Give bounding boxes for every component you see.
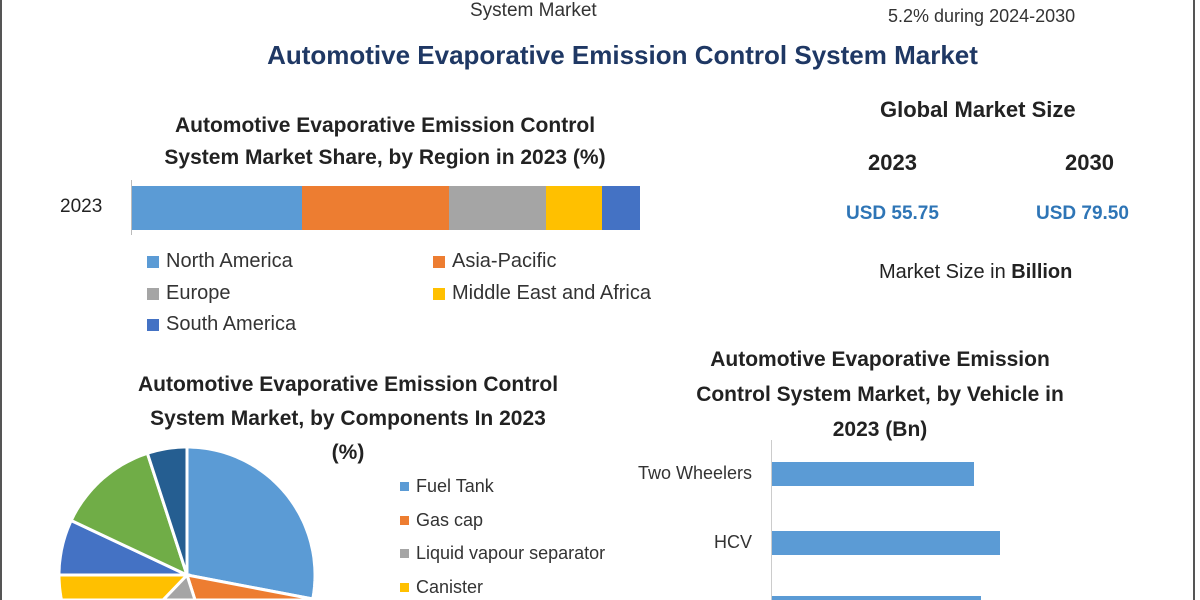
unit-prefix: Market Size in xyxy=(879,261,1012,283)
components-chart-title: Automotive Evaporative Emission Control … xyxy=(88,368,608,470)
legend-label: Asia-Pacific xyxy=(452,250,557,272)
legend-swatch xyxy=(147,318,159,331)
top-subtitle-left: System Market xyxy=(470,0,597,21)
region-axis xyxy=(131,180,132,235)
components-legend-item: Canister xyxy=(400,577,483,598)
legend-label: Fuel Tank xyxy=(416,476,494,496)
pie-slice-segment-6 xyxy=(145,445,189,576)
region-segment-south-america xyxy=(601,186,640,230)
region-segment-middle-east-and-africa xyxy=(546,186,602,230)
vehicle-chart-title: Automotive Evaporative Emission Control … xyxy=(640,342,1120,447)
region-legend-item: Europe xyxy=(147,282,231,305)
vehicle-bar xyxy=(772,531,1000,555)
region-title-line1: Automotive Evaporative Emission Control xyxy=(174,114,596,137)
legend-swatch xyxy=(400,482,409,491)
year-2023-label: 2023 xyxy=(868,150,917,175)
vehicle-bar xyxy=(772,462,974,486)
legend-label: North America xyxy=(166,250,293,272)
pie-slice-fuel-tank xyxy=(185,445,317,600)
region-legend-item: Asia-Pacific xyxy=(433,250,556,273)
market-size-title: Global Market Size xyxy=(880,97,1076,122)
vehicle-title-line2: Control System Market, by Vehicle in xyxy=(696,383,1064,406)
components-legend-item: Liquid vapour separator xyxy=(400,543,605,564)
pie-slice-gas-cap xyxy=(184,573,316,600)
components-pie-chart xyxy=(57,445,317,600)
vehicle-title-line1: Automotive Evaporative Emission xyxy=(710,348,1050,371)
region-legend-item: Middle East and Africa xyxy=(433,282,651,305)
components-legend-item: Gas cap xyxy=(400,510,483,531)
legend-label: South America xyxy=(166,313,297,335)
legend-swatch xyxy=(433,287,445,300)
legend-swatch xyxy=(147,255,159,268)
market-value-2030: USD 79.50 xyxy=(1036,203,1129,224)
pie-slice-segment-5 xyxy=(69,451,190,578)
market-value-2023: USD 55.75 xyxy=(846,203,939,224)
region-legend-item: North America xyxy=(147,250,293,273)
vehicle-axis xyxy=(771,440,772,600)
legend-swatch xyxy=(400,549,409,558)
region-title-line2: System Market Share, by Region in 2023 (… xyxy=(164,146,606,169)
legend-label: Middle East and Africa xyxy=(452,282,651,304)
components-title-line1: Automotive Evaporative Emission Control xyxy=(137,373,559,396)
region-segment-europe xyxy=(449,186,546,230)
legend-label: Gas cap xyxy=(416,509,484,530)
components-title-line3: (%) xyxy=(331,441,365,464)
vehicle-category-label: HCV xyxy=(713,532,752,552)
page-title: Automotive Evaporative Emission Control … xyxy=(267,40,978,70)
components-legend-item: Fuel Tank xyxy=(400,476,494,497)
pie-slice-canister xyxy=(57,573,191,600)
region-chart-title: Automotive Evaporative Emission Control … xyxy=(110,110,660,174)
year-2030-label: 2030 xyxy=(1065,150,1114,175)
region-legend-item: South America xyxy=(147,313,296,336)
unit-bold: Billion xyxy=(1011,261,1073,283)
vehicle-bar xyxy=(772,596,981,600)
vehicle-category-label: Two Wheelers xyxy=(637,463,752,483)
components-title-line2: System Market, by Components In 2023 xyxy=(150,407,546,430)
legend-label: Canister xyxy=(416,576,484,597)
legend-label: Europe xyxy=(166,282,231,304)
legend-swatch xyxy=(147,287,159,300)
region-segment-north-america xyxy=(132,186,303,230)
market-size-unit: Market Size in Billion xyxy=(879,261,1072,284)
region-segment-asia-pacific xyxy=(302,186,450,230)
legend-swatch xyxy=(400,582,409,592)
legend-label: Liquid vapour separator xyxy=(416,543,606,563)
legend-swatch xyxy=(400,515,409,525)
region-stacked-bar xyxy=(132,186,640,230)
vehicle-title-line3: 2023 (Bn) xyxy=(832,418,928,441)
region-category-label: 2023 xyxy=(60,196,103,217)
legend-swatch xyxy=(433,255,445,268)
top-subtitle-right: 5.2% during 2024-2030 xyxy=(888,6,1076,26)
